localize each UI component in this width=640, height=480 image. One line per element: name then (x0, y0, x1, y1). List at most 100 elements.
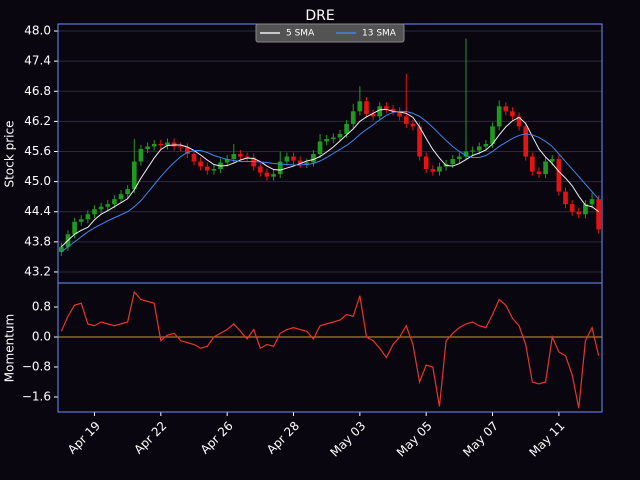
candle-body (390, 108, 396, 112)
candle-body (397, 111, 402, 117)
price-panel: 43.2 43.8 44.4 45.0 45.6 46.2 46.8 47.4 48.0 (24, 24, 602, 278)
candle-body (490, 126, 495, 144)
legend-box (255, 23, 405, 43)
candle-body (271, 174, 276, 177)
candle-body (377, 106, 383, 117)
candle-body (556, 159, 562, 192)
candle-body (112, 199, 117, 205)
candle-body (384, 106, 389, 109)
y-tick-label: 0.0 (32, 330, 51, 344)
candle-body (350, 111, 356, 124)
y-tick-label: 0.8 (32, 300, 51, 314)
candle-body (530, 156, 535, 172)
candle-body (178, 146, 184, 148)
candle-body (191, 154, 197, 162)
legend-label: 13 SMA (362, 29, 397, 39)
candle-body (437, 166, 442, 172)
candle-body (151, 143, 157, 147)
candle-body (569, 204, 575, 212)
candle-body (264, 172, 270, 177)
candle-body (244, 156, 250, 158)
candle-body (138, 148, 144, 162)
candle-body (125, 189, 130, 195)
candle-body (238, 154, 243, 157)
candle-body (224, 159, 230, 163)
y-axis-label: Momentum (3, 314, 17, 382)
momentum-line (60, 290, 600, 409)
y-axis-label: Stock price (3, 121, 17, 188)
y-tick-label: 45.6 (24, 144, 51, 158)
sma-line (61, 110, 600, 253)
sma-line (60, 108, 599, 248)
candle-body (158, 143, 164, 146)
candle-body (403, 116, 409, 124)
candle-body (85, 214, 91, 220)
legend-label: 5 SMA (286, 29, 315, 39)
candle-body (78, 219, 84, 222)
chart-title: DRE (305, 8, 334, 24)
candle-body (370, 113, 376, 117)
candle-body (291, 156, 296, 161)
candle-body (543, 161, 548, 175)
candle-body (231, 154, 237, 160)
candle-body (185, 147, 190, 155)
candle-body (483, 143, 489, 147)
candle-body (344, 123, 349, 134)
candle-body (589, 199, 595, 205)
candle-body (277, 161, 283, 175)
candle-body (563, 191, 568, 205)
y-tick-label: −0.8 (22, 360, 51, 374)
legend: 5 SMA 13 SMA (255, 23, 405, 43)
candle-body (430, 169, 436, 172)
candle-body (470, 150, 475, 152)
candle-body (357, 101, 363, 112)
candle-body (496, 106, 502, 127)
candle-body (523, 126, 529, 157)
candle-body (118, 194, 124, 200)
candle-body (583, 204, 588, 215)
candle-body (337, 133, 343, 138)
candle-body (98, 206, 104, 210)
candle-body (251, 157, 257, 167)
candle-body (72, 221, 77, 235)
candle-body (516, 116, 522, 127)
candle-body (463, 151, 469, 157)
candle-body (165, 142, 170, 146)
candle-body (330, 137, 336, 139)
candle-body (171, 142, 177, 147)
candle-body (92, 209, 97, 215)
candle-body (304, 162, 310, 165)
y-tick-label: −1.6 (22, 390, 51, 404)
candle-body (510, 111, 515, 117)
candle-body (364, 101, 369, 114)
candle-body (503, 106, 509, 112)
y-tick-label: 45.0 (24, 174, 51, 188)
y-tick-label: 46.2 (24, 114, 51, 128)
candle-body (317, 141, 323, 155)
candle-body (105, 204, 111, 207)
y-tick-label: 48.0 (24, 24, 51, 38)
axes-frame (57, 282, 603, 413)
candle-body (457, 156, 462, 160)
candle-body (536, 171, 542, 175)
candle-body (258, 166, 263, 173)
candle-body (576, 211, 582, 215)
candle-body (204, 166, 210, 171)
candle-body (450, 159, 456, 165)
candle-body (423, 156, 429, 170)
candle-body (58, 246, 64, 252)
candle-body (297, 160, 303, 165)
candle-body (549, 159, 555, 162)
y-tick-label: 47.4 (24, 54, 51, 68)
candle-body (211, 169, 217, 171)
y-tick-label: 44.4 (24, 204, 51, 218)
candle-body (284, 156, 290, 162)
y-tick-label: 43.2 (24, 264, 51, 278)
candle-body (417, 126, 422, 157)
candle-body (596, 199, 602, 230)
candle-body (145, 146, 150, 149)
y-tick-label: 46.8 (24, 84, 51, 98)
candle-body (410, 123, 416, 127)
